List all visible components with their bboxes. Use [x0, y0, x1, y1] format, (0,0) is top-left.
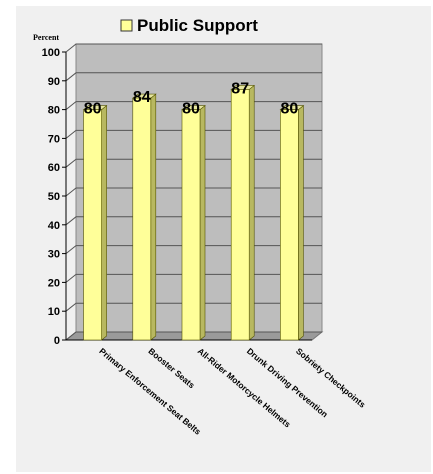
y-tick-label: 50 [48, 191, 60, 203]
y-axis: 0 10 20 30 40 50 60 70 80 90 100 [42, 47, 312, 347]
y-tick-label: 0 [54, 335, 60, 347]
bar-side [101, 104, 107, 341]
gridline [65, 72, 322, 82]
bar [82, 104, 108, 341]
y-tick-label: 100 [42, 47, 60, 59]
legend-swatch [120, 19, 133, 32]
y-axis-label: Percent [33, 33, 59, 42]
y-tick-label: 90 [48, 76, 60, 88]
data-label: 80 [182, 101, 200, 118]
bar [230, 84, 256, 341]
x-tick-label: Primary Enforcement Seat Belts [97, 346, 203, 437]
bar-front [181, 109, 201, 341]
bar [181, 104, 206, 341]
data-label: 87 [231, 80, 249, 97]
x-tick-label: All-Rider Motorcycle Helmets [196, 346, 293, 430]
y-tick-label: 40 [48, 220, 60, 232]
data-labels: 80 84 80 87 80 [84, 80, 299, 117]
bar-front [132, 97, 152, 341]
legend-entry: Public Support [137, 16, 258, 35]
bar-front [280, 109, 299, 341]
y-tick-label: 70 [48, 133, 60, 145]
data-label: 84 [133, 89, 151, 106]
data-label: 80 [84, 101, 102, 118]
bar-side [199, 104, 206, 341]
legend: Public Support [120, 16, 258, 35]
bar-front [230, 89, 250, 341]
x-tick-label: Drunk Driving Prevention [245, 346, 330, 420]
bar [131, 93, 157, 341]
bar-side [248, 84, 255, 341]
bar-front [83, 109, 102, 341]
y-tick-label: 10 [48, 306, 60, 318]
y-tick-label: 20 [48, 277, 60, 289]
y-tick-label: 60 [48, 162, 60, 174]
y-tick-label: 30 [48, 249, 60, 261]
x-tick-label: Booster Seats [147, 346, 197, 391]
data-label: 80 [281, 101, 299, 118]
bar-side [298, 104, 304, 341]
gridline [65, 43, 322, 53]
y-tick-label: 80 [48, 105, 60, 117]
bars [82, 84, 305, 341]
bar [279, 104, 305, 341]
bar-side [150, 93, 157, 341]
